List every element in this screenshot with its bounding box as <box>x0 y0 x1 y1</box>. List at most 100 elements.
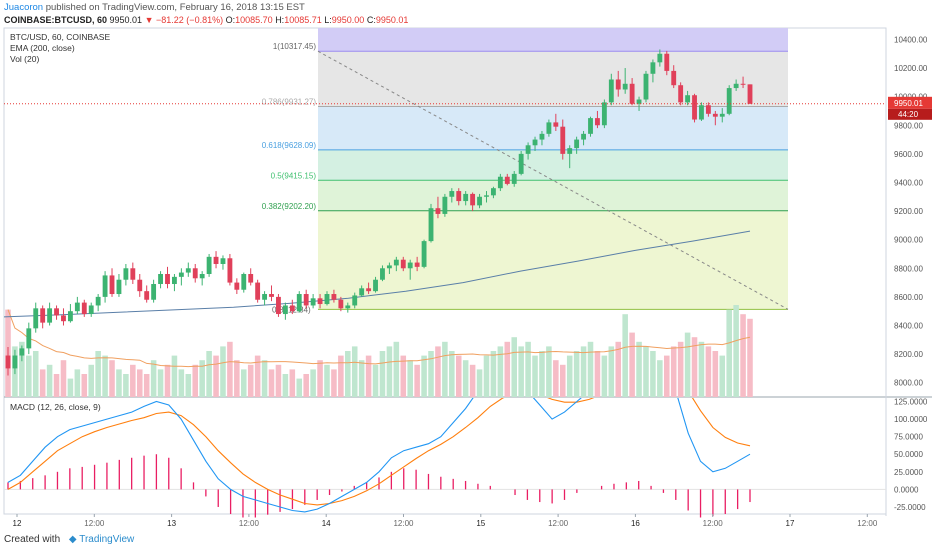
candle-body <box>289 305 295 312</box>
low-value: 9950.00 <box>331 15 365 25</box>
time-tick-label: 12:00 <box>84 519 105 528</box>
volume-bar <box>400 355 407 397</box>
candle-body <box>601 102 607 126</box>
volume-bar <box>60 360 67 397</box>
tradingview-logo-icon[interactable]: ◆ TradingView <box>68 534 135 545</box>
volume-bar <box>573 351 580 397</box>
time-tick-label: 12 <box>13 519 22 528</box>
macd-signal-line <box>7 398 751 506</box>
volume-bar <box>587 341 594 397</box>
fib-zone <box>318 180 788 211</box>
high-label: H: <box>275 15 285 25</box>
candle-body <box>449 191 455 197</box>
volume-bar <box>157 369 164 397</box>
candle-body <box>116 279 122 295</box>
created-with-text: Created with <box>4 534 61 545</box>
candle-body <box>574 139 580 149</box>
candle-body <box>629 83 635 104</box>
volume-bar <box>185 374 192 397</box>
candle-body <box>560 126 566 154</box>
candle-body <box>553 122 559 127</box>
candle-body <box>664 53 670 71</box>
time-tick-label: 12:00 <box>393 519 414 528</box>
volume-bar <box>275 364 282 397</box>
author-link[interactable]: Juacoron <box>4 2 44 13</box>
close-label: C: <box>366 15 376 25</box>
candle-body <box>310 298 316 306</box>
volume-bar <box>698 341 705 397</box>
candle-body <box>324 294 330 305</box>
open-value: 10085.70 <box>235 15 273 25</box>
candle-body <box>511 173 517 184</box>
candle-body <box>615 79 621 90</box>
volume-bar <box>331 369 337 397</box>
macd-tick-label: 0.0000 <box>894 485 919 494</box>
candle-body <box>477 196 482 206</box>
fib-trend-line <box>317 50 789 310</box>
time-tick-label: 12:00 <box>548 519 569 528</box>
volume-bar <box>566 355 573 397</box>
volume-bar <box>442 341 448 397</box>
candle-body <box>213 256 219 264</box>
volume-bar <box>268 369 275 397</box>
ohlc-header: COINBASE:BTCUSD, 60 9950.01 ▼ −81.22 (−0… <box>4 14 408 26</box>
candle-body <box>109 275 115 295</box>
volume-bar <box>705 346 712 397</box>
volume-bar <box>324 364 330 397</box>
volume-bar <box>289 369 296 397</box>
fib-top-fill <box>318 28 788 52</box>
candle-body <box>102 275 108 297</box>
candle-body <box>657 53 663 63</box>
volume-bar <box>123 374 129 397</box>
volume-bar <box>421 355 427 397</box>
macd-line <box>7 398 751 513</box>
volume-bar <box>615 341 622 397</box>
candle-body <box>546 122 552 134</box>
candle-body <box>435 208 441 214</box>
volume-bar <box>261 360 268 397</box>
candle-body <box>636 99 642 104</box>
volume-bar <box>227 341 233 397</box>
price-tick-label: 8200.00 <box>894 350 923 359</box>
candle-body <box>539 133 545 140</box>
volume-bar <box>601 355 608 397</box>
candle-body <box>26 328 32 349</box>
volume-bar <box>74 369 81 397</box>
volume-bar <box>213 355 219 397</box>
price-tick-label: 10200.00 <box>894 64 928 73</box>
volume-bar <box>164 364 171 397</box>
candle-body <box>199 274 205 279</box>
candle-body <box>678 85 684 103</box>
candle-body <box>380 268 385 280</box>
volume-bar <box>497 346 504 397</box>
price-tick-label: 8400.00 <box>894 321 923 330</box>
candle-body <box>726 88 732 114</box>
candle-body <box>407 262 413 269</box>
candle-body <box>650 62 656 74</box>
volume-bar <box>206 351 212 397</box>
volume-bar <box>504 341 511 397</box>
volume-bar <box>677 341 684 397</box>
volume-bar <box>178 369 185 397</box>
volume-bar <box>241 369 247 397</box>
volume-bar <box>247 364 254 397</box>
fib-zone <box>318 210 788 310</box>
volume-bar <box>345 351 351 397</box>
price-tick-label: 9800.00 <box>894 121 923 130</box>
volume-bar <box>393 341 400 397</box>
candle-body <box>463 193 469 202</box>
volume-bar <box>150 360 157 397</box>
price-tick-label: 8600.00 <box>894 293 923 302</box>
volume-bar <box>657 360 663 397</box>
candle-body <box>733 83 739 89</box>
volume-bar <box>130 364 136 397</box>
candle-body <box>234 282 240 290</box>
volume-bar <box>67 378 74 397</box>
volume-bar <box>171 355 178 397</box>
candle-body <box>276 296 281 315</box>
candle-body <box>685 95 691 103</box>
volume-bar <box>282 374 289 397</box>
volume-bar <box>462 360 469 397</box>
candle-body <box>130 268 136 280</box>
